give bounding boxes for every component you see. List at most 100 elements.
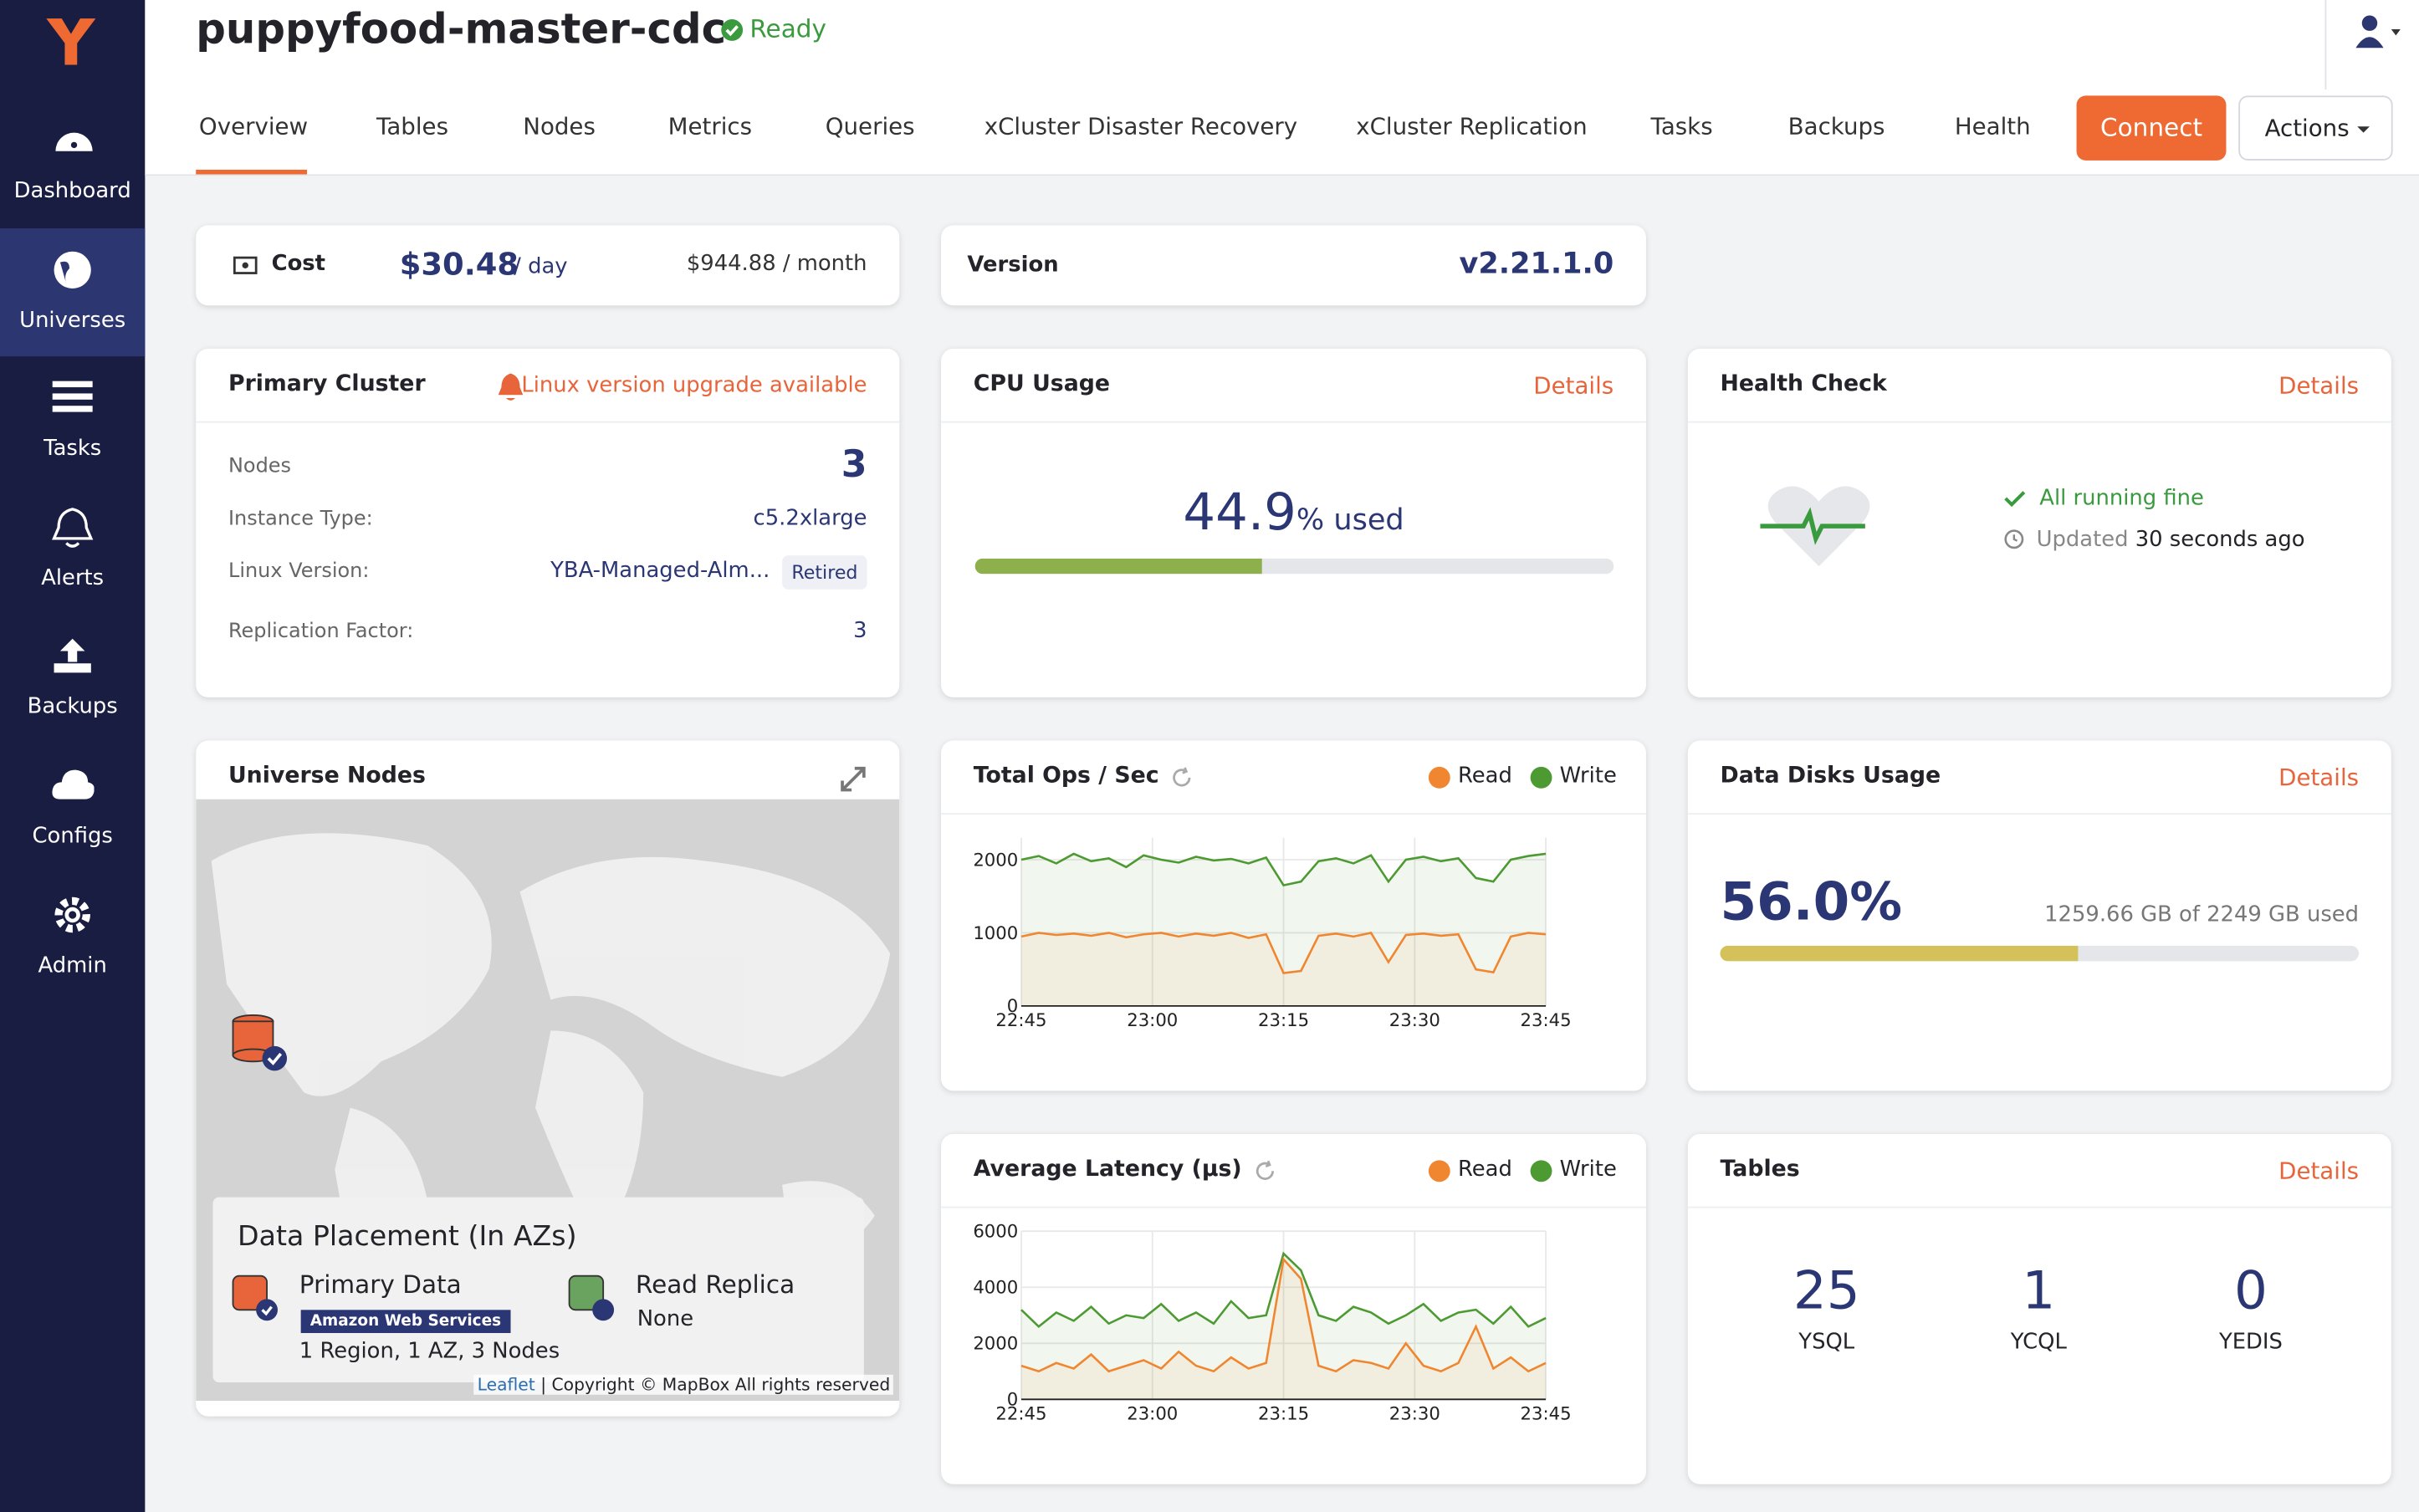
row-label: Instance Type: xyxy=(228,507,373,531)
y-tick-label: 0 xyxy=(1007,1390,1018,1411)
nav-label: Dashboard xyxy=(13,179,131,204)
health-updated: Updated 30 seconds ago xyxy=(2037,528,2305,553)
details-link[interactable]: Details xyxy=(2278,1157,2360,1185)
tab[interactable]: Nodes xyxy=(523,112,596,140)
divider xyxy=(2324,0,2327,90)
upgrade-alert[interactable]: Linux version upgrade available xyxy=(521,373,867,398)
nav-label: Backups xyxy=(27,694,118,720)
x-tick-label: 23:45 xyxy=(1521,1403,1572,1424)
legend-swatch xyxy=(1530,1160,1552,1183)
x-tick-label: 23:30 xyxy=(1389,1403,1440,1424)
nav-icon xyxy=(54,250,91,289)
node-marker xyxy=(232,1014,288,1071)
nav-icon xyxy=(52,381,93,412)
legend-label: Read xyxy=(1457,764,1512,789)
row-label: Nodes xyxy=(228,455,292,478)
cpu-card: CPU Usage Details 44.9% used xyxy=(941,348,1646,697)
tab[interactable]: Metrics xyxy=(667,112,753,140)
actions-button[interactable]: Actions xyxy=(2238,95,2393,161)
cpu-readout: 44.9% used xyxy=(941,482,1646,542)
x-tick-label: 23:00 xyxy=(1127,1403,1178,1424)
nav-icon xyxy=(52,769,95,799)
expand-icon[interactable] xyxy=(839,765,867,793)
y-tick-label: 0 xyxy=(1007,996,1018,1017)
legend-label: Write xyxy=(1559,1157,1617,1183)
separator xyxy=(941,421,1646,423)
nav-item[interactable]: Tasks xyxy=(0,357,145,485)
nav-icon xyxy=(52,507,94,548)
caret xyxy=(2356,126,2370,133)
nav-item[interactable]: Dashboard xyxy=(0,99,145,227)
y-tick-label: 2000 xyxy=(973,850,1018,871)
user-menu[interactable] xyxy=(2355,14,2401,51)
nav-label: Universes xyxy=(19,308,126,333)
legend-label: Write xyxy=(1559,764,1617,789)
nav-item[interactable]: Configs xyxy=(0,743,145,871)
health-status: All running fine xyxy=(2039,486,2204,511)
nav-label: Configs xyxy=(32,824,113,849)
x-tick-label: 23:15 xyxy=(1258,1403,1309,1424)
primary-icon xyxy=(232,1274,278,1321)
plot: 0 1000 2000 22:45 23:00 23:15 23:30 23:45 xyxy=(973,837,1572,1031)
leaflet-link[interactable]: Leaflet xyxy=(477,1374,535,1395)
header: puppyfood-master-cdc Ready Connect Actio… xyxy=(145,0,2419,176)
card-title: Health Check xyxy=(1720,371,1887,397)
details-link[interactable]: Details xyxy=(2278,371,2360,400)
attribution: Leaflet | Copyright © MapBox All rights … xyxy=(473,1374,893,1395)
primary-detail: 1 Region, 1 AZ, 3 Nodes xyxy=(299,1339,560,1364)
primary-cluster-card: Primary Cluster Linux version upgrade av… xyxy=(196,348,900,697)
y-tick-label: 2000 xyxy=(973,1334,1018,1355)
tab[interactable]: Overview xyxy=(198,112,309,140)
nav-label: Admin xyxy=(38,953,107,978)
details-link[interactable]: Details xyxy=(1533,371,1614,400)
status-icon xyxy=(721,19,744,41)
version-card: Version v2.21.1.0 xyxy=(941,225,1646,306)
refresh-icon[interactable] xyxy=(1171,767,1193,789)
cost-monthly: $944.88 / month xyxy=(686,251,867,277)
heart-icon xyxy=(1760,486,1870,567)
table-count: 1 xyxy=(2022,1260,2056,1323)
tab[interactable]: xCluster Disaster Recovery xyxy=(984,112,1298,140)
table-type: YCQL xyxy=(2010,1330,2067,1355)
x-tick-label: 22:45 xyxy=(995,1010,1046,1031)
tab[interactable]: Queries xyxy=(825,112,915,140)
provider-badge: Amazon Web Services xyxy=(300,1310,511,1333)
node-count: 3 xyxy=(841,442,867,487)
nav-item[interactable]: Backups xyxy=(0,615,145,743)
row-value: c5.2xlarge xyxy=(753,506,867,531)
nav-item[interactable]: Universes xyxy=(0,227,146,356)
replica-label: Read Replica xyxy=(635,1269,795,1300)
series-area xyxy=(1020,853,1547,1006)
nav-item[interactable]: Alerts xyxy=(0,486,145,614)
updated-label: Updated xyxy=(2036,527,2129,553)
cpu-unit: % used xyxy=(1296,503,1404,538)
nav-icon xyxy=(54,896,90,932)
card-title: Data Disks Usage xyxy=(1720,764,1941,789)
tab[interactable]: xCluster Replication xyxy=(1356,112,1588,140)
placement-box: Data Placement (In AZs) Primary Data Ama… xyxy=(212,1197,864,1383)
cpu-value: 44.9 xyxy=(1183,481,1296,542)
x-tick-label: 23:45 xyxy=(1521,1010,1572,1031)
tab[interactable]: Tables xyxy=(376,112,448,140)
nav-item[interactable]: Admin xyxy=(0,872,145,1000)
tab[interactable]: Backups xyxy=(1787,112,1885,140)
disk-percent: 56.0% xyxy=(1720,871,1903,934)
tab[interactable]: Health xyxy=(1954,112,2031,140)
row-label: Linux Version: xyxy=(228,559,370,584)
refresh-icon[interactable] xyxy=(1254,1160,1276,1182)
card-title: Average Latency (µs) xyxy=(973,1157,1242,1183)
tables-card: Tables Details 25 YSQL 1 YCQL 0 YEDIS xyxy=(1687,1134,2391,1484)
connect-button[interactable]: Connect xyxy=(2076,95,2227,161)
attribution-text: | Copyright © MapBox All rights reserved xyxy=(540,1374,891,1395)
table-count: 0 xyxy=(2233,1260,2268,1323)
details-link[interactable]: Details xyxy=(2278,764,2360,792)
series-line xyxy=(1020,852,1547,887)
card-title: Total Ops / Sec xyxy=(973,764,1159,789)
tab[interactable]: Tasks xyxy=(1650,112,1713,140)
y-tick-label: 4000 xyxy=(973,1278,1018,1299)
table-count: 25 xyxy=(1793,1260,1860,1323)
row-value: YBA-Managed-Alm... xyxy=(550,558,770,584)
x-tick-label: 23:30 xyxy=(1389,1010,1440,1031)
logo xyxy=(46,18,96,65)
